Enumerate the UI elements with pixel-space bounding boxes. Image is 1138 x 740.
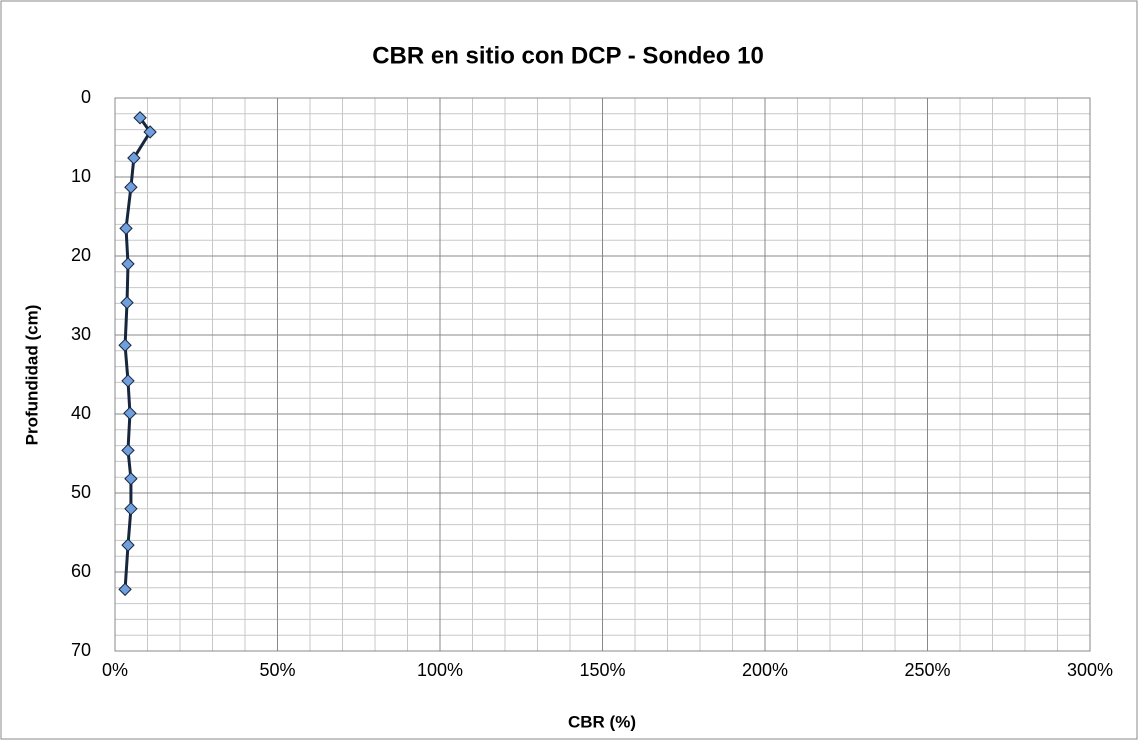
x-tick-label: 100%	[417, 660, 463, 680]
data-point	[121, 443, 135, 458]
data-point	[133, 111, 147, 125]
x-tick-label: 150%	[579, 660, 625, 680]
data-point	[121, 374, 135, 388]
data-point	[119, 221, 133, 236]
y-tick-label: 0	[81, 87, 91, 107]
x-tick-label: 200%	[742, 660, 788, 680]
y-tick-label: 10	[71, 166, 91, 186]
data-point	[121, 257, 135, 271]
chart-title: CBR en sitio con DCP - Sondeo 10	[372, 42, 764, 69]
data-point	[124, 502, 138, 516]
data-point	[127, 151, 141, 165]
x-tick-label: 0%	[102, 660, 128, 680]
data-point	[124, 180, 138, 194]
data-point	[123, 406, 137, 420]
y-tick-label: 50	[71, 482, 91, 502]
y-tick-label: 70	[71, 640, 91, 660]
data-point	[120, 295, 134, 310]
data-point	[121, 538, 135, 552]
y-axis-title: Profundidad (cm)	[22, 305, 41, 446]
data-point	[143, 125, 157, 139]
y-tick-label: 30	[71, 324, 91, 344]
data-point	[124, 472, 138, 486]
data-point	[118, 338, 132, 352]
x-tick-label: 50%	[259, 660, 295, 680]
x-axis-title: CBR (%)	[568, 712, 636, 731]
x-tick-label: 300%	[1067, 660, 1113, 680]
data-point	[118, 582, 132, 597]
plot-border	[114, 97, 1091, 652]
y-tick-label: 40	[71, 403, 91, 423]
y-tick-label: 60	[71, 561, 91, 581]
y-tick-label: 20	[71, 245, 91, 265]
x-tick-label: 250%	[904, 660, 950, 680]
